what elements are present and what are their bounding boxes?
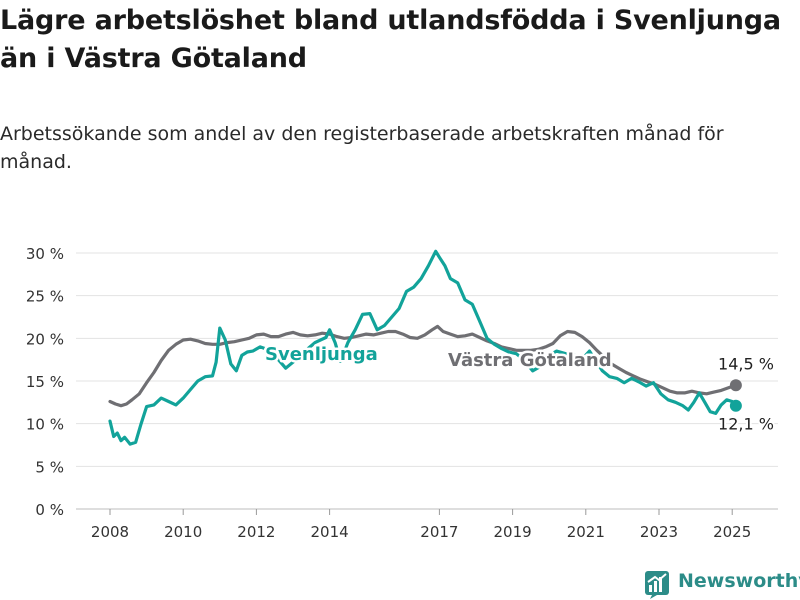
series-label-svenljunga: Svenljunga: [265, 344, 378, 365]
y-tick-label: 25 %: [26, 288, 64, 306]
x-tick-label: 2008: [91, 523, 129, 541]
x-tick-label: 2023: [640, 523, 678, 541]
grid-layer: [76, 252, 778, 510]
y-tick-label: 10 %: [26, 416, 64, 434]
x-tick-label: 2021: [567, 523, 605, 541]
y-tick-label: 5 %: [35, 458, 64, 476]
x-tick-label: 2010: [164, 523, 202, 541]
axis-layer: 0 % 5 % 10 % 15 % 20 % 25 % 30 % 2008 2010 2012 20…: [26, 245, 751, 541]
end-value-label-vastra-gotaland: 14,5 %: [718, 354, 774, 373]
x-tick-label: 2014: [311, 523, 349, 541]
x-tick-label: 2012: [237, 523, 275, 541]
brand-name: Newsworthy: [678, 570, 800, 592]
series-line-vastra-gotaland: [108, 324, 738, 408]
series-end-point-vastra-gotaland: [729, 379, 742, 392]
y-tick-label: 15 %: [26, 373, 64, 391]
y-tick-label: 20 %: [26, 330, 64, 348]
x-tick-label: 2019: [494, 523, 532, 541]
y-tick-label: 0 %: [35, 501, 64, 519]
x-tick-label: 2025: [713, 523, 751, 541]
x-tick-label: 2017: [420, 523, 458, 541]
end-value-label-svenljunga: 12,1 %: [718, 415, 774, 434]
chart-title: Lägre arbetslöshet bland utlandsfödda i …: [0, 5, 781, 74]
series-line-svenljunga: [108, 249, 738, 446]
label-layer: Svenljunga Västra Götaland 12,1 % 14,5 %: [263, 342, 776, 436]
series-layer: [108, 249, 742, 446]
newsworthy-logo-icon: [645, 571, 669, 599]
series-label-vastra-gotaland: Västra Götaland: [448, 350, 612, 371]
chart-subtitle: Arbetssökande som andel av den registerb…: [0, 123, 724, 173]
series-end-point-svenljunga: [729, 399, 742, 412]
y-tick-label: 30 %: [26, 245, 64, 263]
